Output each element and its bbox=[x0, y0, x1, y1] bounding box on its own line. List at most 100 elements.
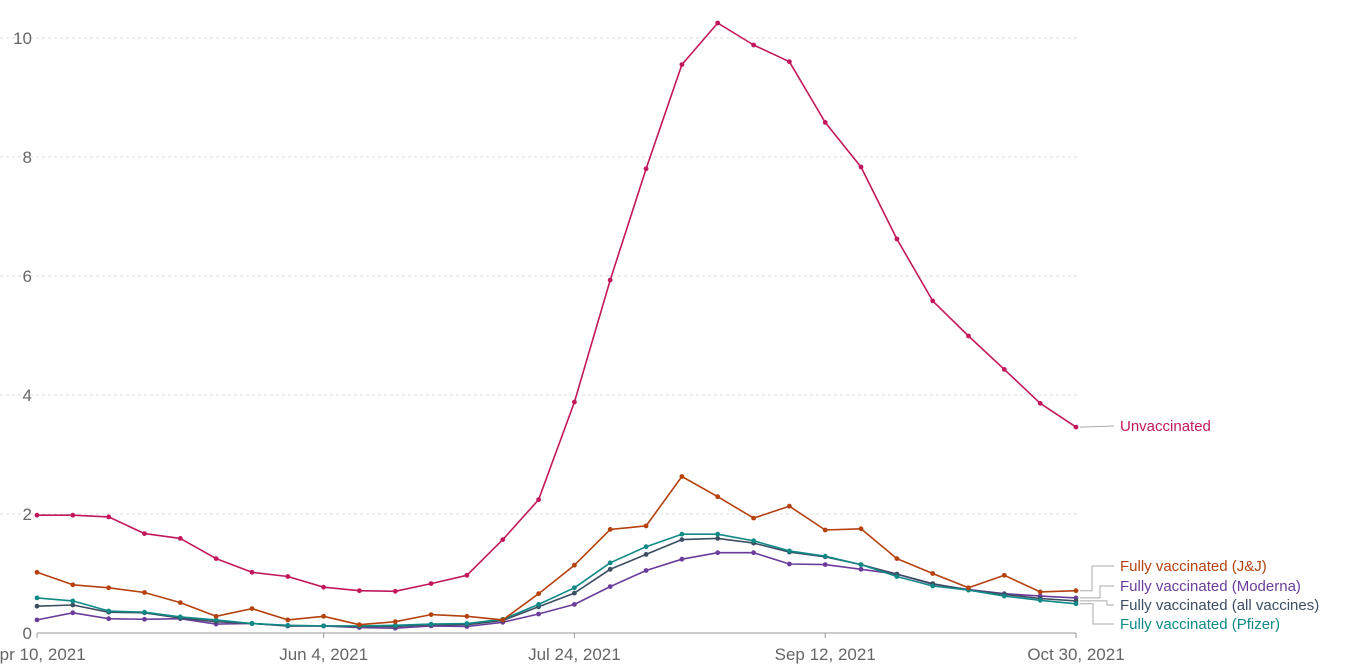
x-tick-label: Apr 10, 2021 bbox=[0, 645, 86, 664]
x-tick-label: Oct 30, 2021 bbox=[1027, 645, 1124, 664]
data-point bbox=[70, 598, 76, 604]
data-point bbox=[142, 609, 147, 615]
data-point bbox=[464, 621, 470, 626]
data-point bbox=[858, 526, 864, 532]
data-point bbox=[34, 595, 40, 601]
legend-label-fully-vaccinated-all-vaccines: Fully vaccinated (all vaccines) bbox=[1120, 597, 1319, 614]
data-point bbox=[822, 562, 828, 567]
legend: Unvaccinated Fully vaccinated (J&J) Fully … bbox=[1079, 418, 1319, 633]
data-point bbox=[177, 600, 183, 605]
data-point bbox=[142, 616, 147, 622]
data-point bbox=[822, 527, 828, 533]
data-point bbox=[966, 333, 971, 339]
data-point bbox=[321, 623, 326, 629]
x-tick-label: Jun 4, 2021 bbox=[279, 645, 368, 664]
y-tick-label: 10 bbox=[13, 29, 32, 48]
y-tick-label: 4 bbox=[23, 386, 32, 405]
data-point bbox=[679, 531, 685, 537]
data-point bbox=[177, 536, 183, 541]
x-axis: Apr 10, 2021 Jun 4, 2021 Jul 24, 2021 Sep 1… bbox=[0, 632, 1125, 664]
data-point bbox=[1037, 597, 1043, 603]
data-point bbox=[679, 537, 685, 542]
data-point bbox=[34, 617, 40, 623]
data-point bbox=[607, 527, 613, 532]
series-fully-vaccinated-pfizer bbox=[34, 531, 1079, 629]
data-point bbox=[930, 298, 936, 304]
data-point bbox=[213, 613, 219, 619]
legend-label-fully-vaccinated-pfizer: Fully vaccinated (Pfizer) bbox=[1120, 616, 1280, 633]
legend-connector bbox=[1080, 603, 1114, 625]
legend-label-unvaccinated: Unvaccinated bbox=[1120, 418, 1211, 435]
y-axis-ticks: 0 2 4 6 8 10 bbox=[13, 29, 32, 643]
data-point bbox=[1073, 424, 1079, 430]
data-point bbox=[249, 606, 255, 611]
data-point bbox=[106, 616, 112, 622]
series-fully-vaccinated-j-j bbox=[34, 474, 1079, 628]
data-point bbox=[1073, 588, 1079, 594]
data-point bbox=[894, 236, 900, 242]
data-point bbox=[106, 608, 112, 614]
legend-connector bbox=[1080, 600, 1114, 606]
grid-lines bbox=[0, 37, 1078, 515]
data-point bbox=[70, 582, 76, 588]
data-point bbox=[285, 617, 291, 623]
data-point bbox=[643, 523, 649, 529]
data-point bbox=[858, 562, 864, 567]
data-point bbox=[321, 613, 326, 619]
data-point bbox=[142, 590, 147, 595]
data-point bbox=[249, 621, 255, 626]
data-point bbox=[34, 603, 40, 609]
data-point bbox=[751, 42, 756, 48]
data-point bbox=[536, 497, 541, 503]
data-point bbox=[607, 560, 613, 566]
data-point bbox=[428, 612, 434, 617]
data-point bbox=[787, 561, 792, 567]
data-point bbox=[500, 617, 506, 623]
data-point bbox=[285, 574, 291, 579]
data-point bbox=[643, 552, 649, 557]
data-point bbox=[536, 602, 541, 607]
data-point bbox=[715, 550, 721, 556]
data-point bbox=[787, 59, 792, 65]
data-point bbox=[34, 569, 40, 575]
data-point bbox=[464, 613, 470, 619]
data-point bbox=[751, 550, 756, 556]
data-point bbox=[930, 571, 936, 576]
series-line-fully-vaccinated-moderna bbox=[36, 551, 1077, 630]
data-point bbox=[751, 538, 756, 544]
data-point bbox=[106, 585, 112, 591]
data-point bbox=[679, 556, 685, 562]
series-lines bbox=[34, 20, 1079, 631]
y-tick-label: 2 bbox=[23, 505, 32, 524]
data-point bbox=[679, 62, 685, 67]
data-point bbox=[536, 611, 541, 617]
series-line-fully-vaccinated-j-j bbox=[36, 475, 1077, 626]
data-point bbox=[1037, 400, 1043, 406]
y-tick-label: 6 bbox=[23, 267, 32, 286]
data-point bbox=[572, 562, 577, 568]
data-point bbox=[285, 622, 291, 628]
data-point bbox=[321, 584, 326, 590]
data-point bbox=[572, 585, 577, 591]
data-point bbox=[500, 537, 506, 542]
data-point bbox=[70, 512, 76, 518]
data-point bbox=[1001, 367, 1007, 372]
data-point bbox=[715, 531, 721, 537]
data-point bbox=[572, 399, 577, 405]
data-point bbox=[643, 166, 649, 172]
data-point bbox=[679, 474, 685, 479]
data-point bbox=[177, 614, 183, 620]
legend-connector bbox=[1079, 425, 1115, 428]
data-point bbox=[607, 566, 613, 572]
data-point bbox=[822, 553, 828, 559]
data-point bbox=[643, 544, 649, 550]
data-point bbox=[357, 588, 362, 594]
data-point bbox=[1001, 572, 1007, 578]
legend-connector bbox=[1080, 565, 1114, 592]
data-point bbox=[787, 503, 792, 509]
data-point bbox=[357, 622, 362, 628]
data-point bbox=[428, 621, 434, 627]
data-point bbox=[572, 590, 577, 596]
data-point bbox=[858, 164, 864, 170]
data-point bbox=[715, 494, 721, 500]
